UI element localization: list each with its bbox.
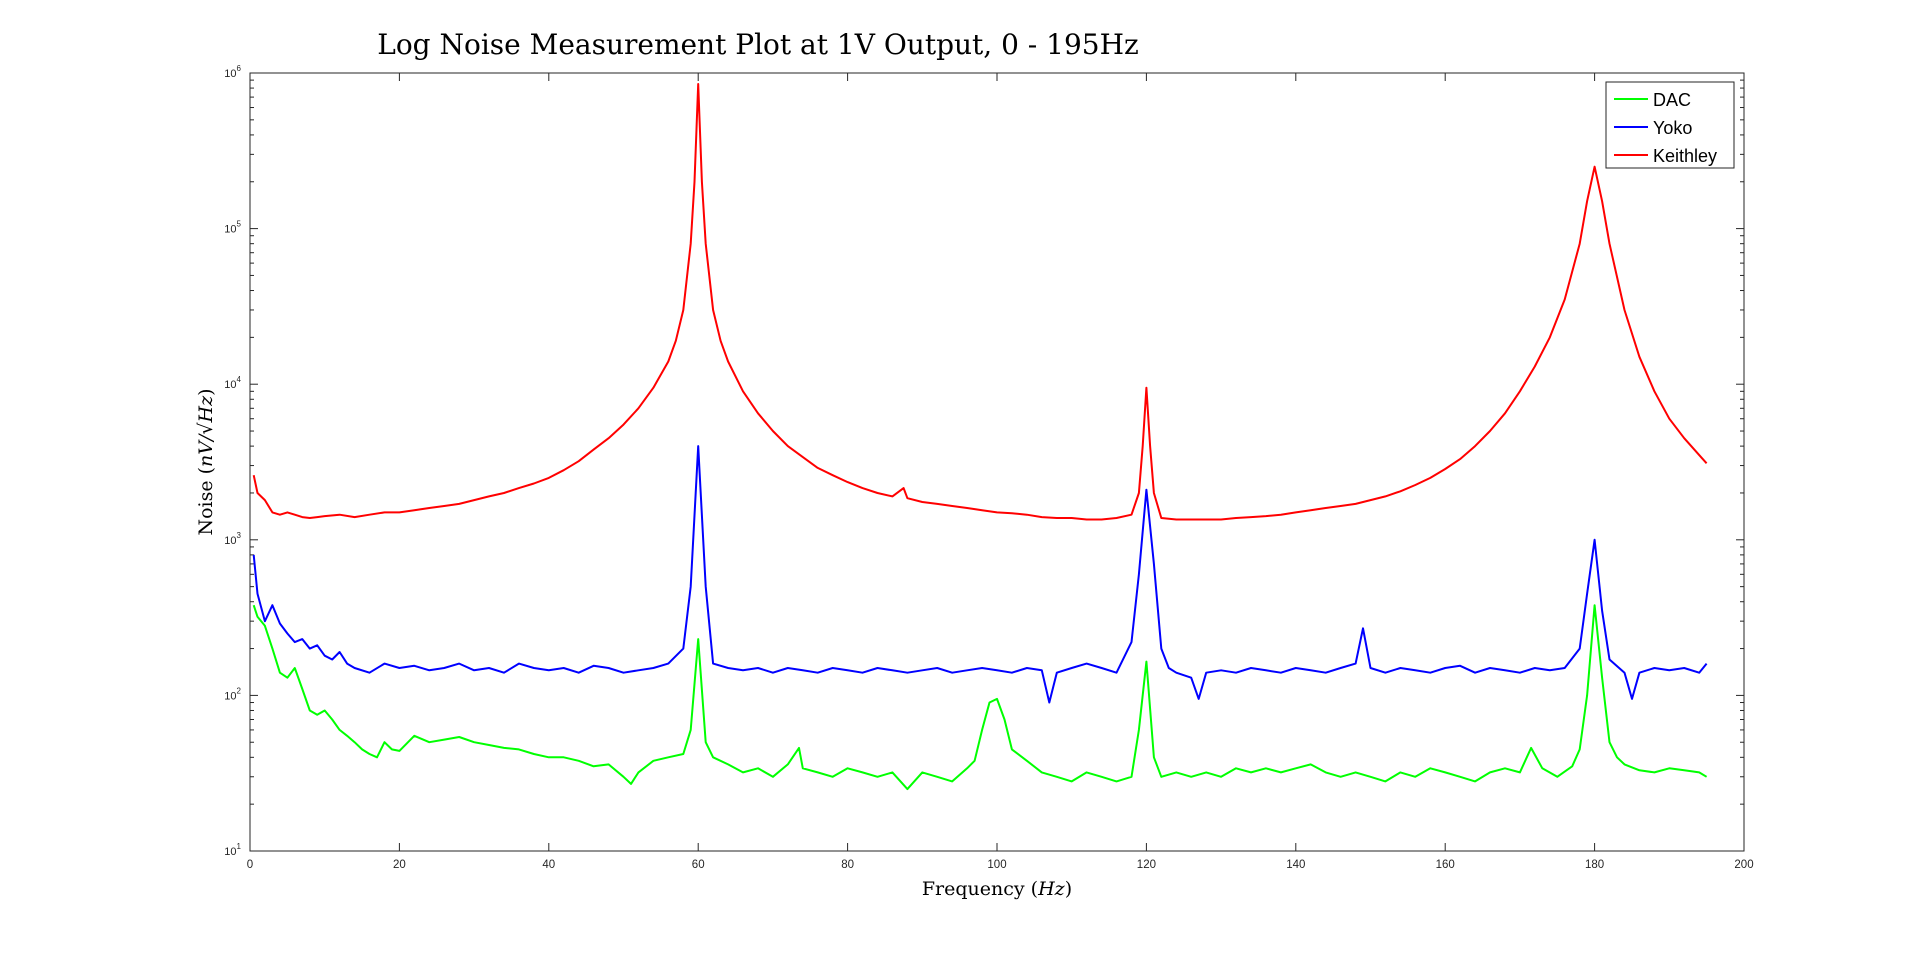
x-tick-label-10: 200 [1734,859,1753,871]
y-tick-label-2: 103 [224,531,241,547]
legend: DAC Yoko Keithley [1605,81,1735,169]
y-tick-label-3: 104 [224,375,241,391]
legend-label-dac: DAC [1653,90,1691,110]
x-tick-label-1: 20 [393,859,406,871]
y-tick-exp-4: 5 [237,220,242,229]
y-tick-exp-0: 1 [237,842,242,851]
series-line-dac [252,604,1708,791]
y-axis-label-unit: nV/√Hz [195,395,217,467]
x-axis: 0 20 40 60 80 100 120 140 160 180 200 [247,73,1754,871]
series-line-keithley [252,83,1708,521]
y-tick-exp-3: 4 [237,375,242,384]
y-tick-base-3: 10 [224,379,236,391]
x-tick-label-2: 40 [542,859,555,871]
y-tick-label-4: 105 [224,220,241,236]
x-tick-label-4: 80 [841,859,854,871]
y-tick-exp-5: 6 [237,64,242,73]
chart-title: Log Noise Measurement Plot at 1V Output,… [377,28,1139,61]
x-tick-label-0: 0 [247,859,253,871]
y-tick-base-5: 10 [224,68,236,80]
x-tick-label-5: 100 [987,859,1006,871]
y-tick-base-4: 10 [224,224,236,236]
y-tick-exp-2: 3 [237,531,242,540]
series-lines [252,83,1708,791]
legend-label-yoko: Yoko [1653,118,1692,138]
y-tick-label-1: 102 [224,686,241,702]
y-axis-label: Noise (nV/√Hz) [195,388,217,535]
y-tick-exp-1: 2 [237,686,242,695]
y-axis-label-text: Noise [195,480,217,535]
x-axis-label-text: Frequency [922,878,1025,900]
y-tick-label-0: 101 [224,842,241,858]
legend-box [1605,81,1735,169]
x-axis-label: Frequency (Hz) [922,878,1072,900]
y-tick-label-5: 106 [224,64,241,80]
x-tick-label-7: 140 [1286,859,1305,871]
y-tick-base-2: 10 [224,535,236,547]
series-line-yoko [252,445,1708,704]
x-tick-label-6: 120 [1137,859,1156,871]
x-tick-label-8: 160 [1436,859,1455,871]
x-axis-label-unit: Hz [1037,878,1066,900]
y-tick-base-0: 10 [224,846,236,858]
x-tick-label-9: 180 [1585,859,1604,871]
legend-label-keithley: Keithley [1653,146,1717,166]
x-tick-label-3: 60 [692,859,705,871]
plot-area [249,72,1745,852]
y-tick-base-1: 10 [224,690,236,702]
